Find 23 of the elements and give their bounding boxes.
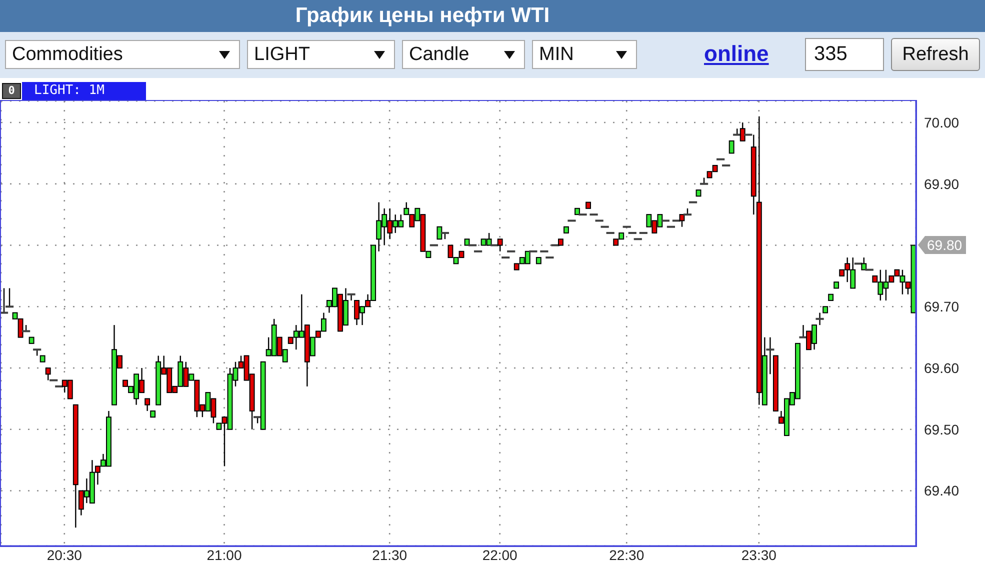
x-tick-label: 22:00	[482, 546, 518, 563]
x-tick-label: 21:30	[372, 546, 408, 563]
y-tick-label: 69.70	[924, 298, 960, 315]
button: Refresh	[891, 38, 980, 71]
text: 0	[2, 83, 21, 99]
dropdown: MIN	[532, 40, 637, 69]
chart-title: График цены нефти WTI	[294, 3, 551, 29]
x-tick-label: 23:30	[741, 546, 777, 563]
x-tick-label: 22:30	[609, 546, 644, 563]
x-tick-label: 21:00	[206, 546, 242, 563]
y-tick-label: 69.40	[924, 482, 960, 499]
y-tick-label: 69.50	[924, 421, 960, 438]
price-tag: 69.80	[918, 236, 966, 254]
y-tick-label: 70.00	[924, 114, 960, 130]
text-field: 335	[805, 38, 884, 71]
y-tick-label: 69.90	[924, 176, 960, 192]
dropdown: Commodities	[5, 40, 240, 69]
chart-subtitle: LIGHT: 1M	[22, 82, 146, 100]
x-tick-label: 20:30	[46, 546, 82, 563]
y-tick-label: 69.60	[924, 360, 960, 376]
dropdown: Candle	[402, 40, 525, 69]
text: online	[704, 40, 769, 68]
dropdown: LIGHT	[247, 40, 395, 69]
